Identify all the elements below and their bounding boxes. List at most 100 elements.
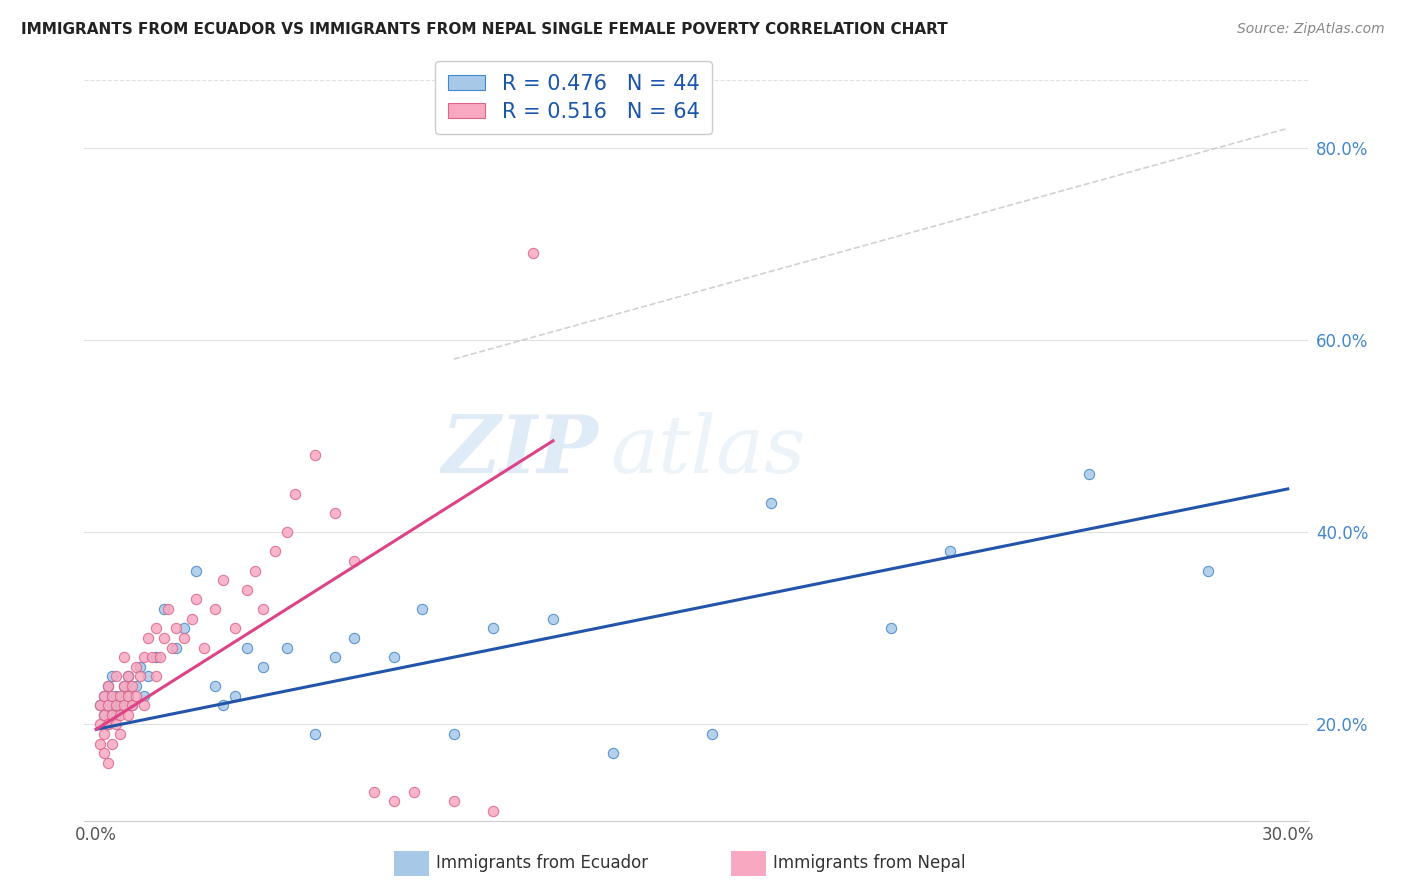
Point — [129, 660, 152, 674]
Point — [112, 679, 135, 693]
Point — [112, 679, 135, 693]
Point — [101, 669, 124, 683]
Point — [93, 747, 115, 761]
Point — [105, 669, 128, 683]
Point — [264, 544, 287, 558]
Point — [149, 650, 172, 665]
Point — [173, 621, 195, 635]
Point — [125, 660, 148, 674]
Point — [105, 707, 128, 722]
Point — [117, 669, 139, 683]
Point — [276, 640, 298, 655]
Point — [184, 564, 207, 578]
Point — [89, 698, 111, 713]
Point — [156, 602, 179, 616]
Point — [224, 689, 246, 703]
Point — [284, 487, 307, 501]
Point — [101, 689, 124, 703]
Point — [363, 785, 385, 799]
Point — [204, 602, 226, 616]
Point — [112, 650, 135, 665]
Point — [117, 689, 139, 703]
Point — [97, 756, 120, 770]
Legend: R = 0.476   N = 44, R = 0.516   N = 64: R = 0.476 N = 44, R = 0.516 N = 64 — [434, 61, 713, 135]
Point — [108, 727, 131, 741]
Point — [132, 689, 155, 703]
Point — [108, 689, 131, 703]
Point — [93, 707, 115, 722]
Point — [89, 717, 111, 731]
Point — [522, 246, 544, 260]
Point — [180, 612, 202, 626]
Point — [212, 698, 235, 713]
Point — [101, 737, 124, 751]
Text: Source: ZipAtlas.com: Source: ZipAtlas.com — [1237, 22, 1385, 37]
Point — [402, 785, 425, 799]
Point — [343, 631, 366, 645]
Point — [105, 717, 128, 731]
Point — [117, 689, 139, 703]
Point — [160, 640, 183, 655]
Point — [243, 564, 266, 578]
Text: atlas: atlas — [610, 412, 806, 489]
Point — [97, 698, 120, 713]
FancyBboxPatch shape — [723, 846, 775, 881]
Point — [152, 631, 174, 645]
Point — [152, 602, 174, 616]
Point — [121, 698, 143, 713]
Point — [112, 698, 135, 713]
Point — [1197, 564, 1219, 578]
Point — [252, 602, 274, 616]
Point — [304, 727, 326, 741]
Point — [541, 612, 564, 626]
Point — [132, 650, 155, 665]
Point — [97, 717, 120, 731]
Point — [97, 717, 120, 731]
Point — [224, 621, 246, 635]
Point — [193, 640, 215, 655]
Point — [443, 727, 465, 741]
Point — [101, 707, 124, 722]
Point — [602, 747, 624, 761]
Point — [343, 554, 366, 568]
Text: IMMIGRANTS FROM ECUADOR VS IMMIGRANTS FROM NEPAL SINGLE FEMALE POVERTY CORRELATI: IMMIGRANTS FROM ECUADOR VS IMMIGRANTS FR… — [21, 22, 948, 37]
Point — [101, 698, 124, 713]
Text: ZIP: ZIP — [441, 412, 598, 489]
Point — [252, 660, 274, 674]
Point — [443, 794, 465, 808]
Point — [145, 669, 167, 683]
Point — [236, 582, 259, 597]
Point — [482, 621, 505, 635]
Point — [411, 602, 433, 616]
Point — [939, 544, 962, 558]
Point — [136, 669, 159, 683]
Point — [323, 506, 346, 520]
Point — [761, 496, 783, 510]
Point — [125, 689, 148, 703]
Point — [204, 679, 226, 693]
Point — [105, 689, 128, 703]
Point — [879, 621, 901, 635]
Point — [93, 727, 115, 741]
Text: Immigrants from Nepal: Immigrants from Nepal — [773, 855, 966, 872]
Point — [173, 631, 195, 645]
Point — [97, 679, 120, 693]
Point — [93, 707, 115, 722]
Point — [125, 679, 148, 693]
Point — [700, 727, 723, 741]
Point — [129, 669, 152, 683]
Point — [89, 698, 111, 713]
Text: Immigrants from Ecuador: Immigrants from Ecuador — [436, 855, 648, 872]
Point — [382, 794, 405, 808]
Point — [132, 698, 155, 713]
Point — [141, 650, 163, 665]
Point — [145, 621, 167, 635]
Point — [276, 525, 298, 540]
Point — [165, 640, 187, 655]
Point — [117, 669, 139, 683]
Point — [212, 574, 235, 588]
Point — [97, 679, 120, 693]
Point — [89, 737, 111, 751]
Point — [184, 592, 207, 607]
Point — [136, 631, 159, 645]
